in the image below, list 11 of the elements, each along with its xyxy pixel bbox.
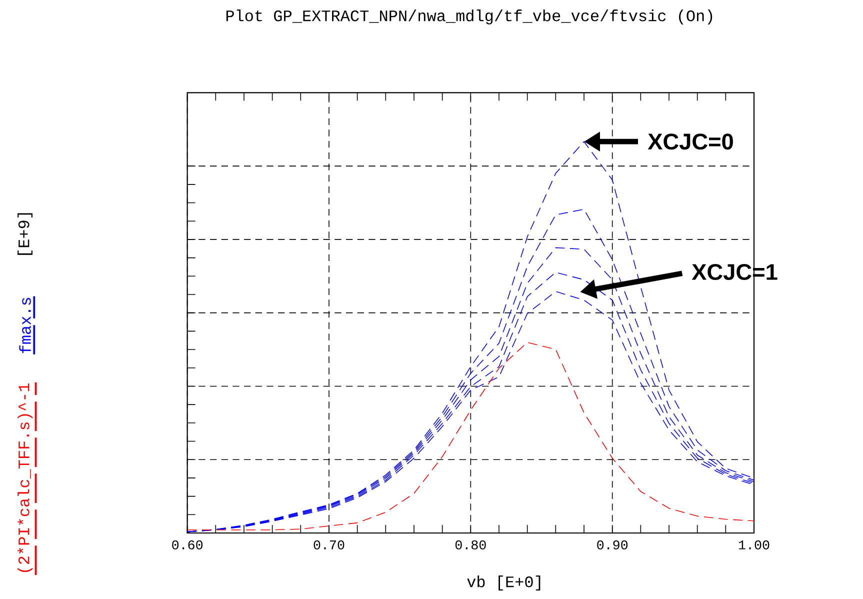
x-tick-label: 0.80	[455, 540, 486, 550]
x-axis-title: vb [E+0]	[467, 576, 540, 590]
chart-title: Plot GP_EXTRACT_NPN/nwa_mdlg/tf_vbe_vce/ftvsic (On)	[226, 10, 712, 24]
x-tick-label: 0.90	[597, 540, 628, 550]
x-tick-label: 0.70	[314, 540, 344, 550]
text: (2*PI*calc_TFF.s)^-1	[18, 383, 32, 572]
text: fmax.s	[19, 298, 31, 354]
x-tick-label: 1.00	[738, 540, 770, 550]
annotation: XCJC=0	[648, 134, 733, 150]
x-tick-label: 0.60	[172, 540, 203, 550]
text: [E+9]	[18, 213, 32, 255]
